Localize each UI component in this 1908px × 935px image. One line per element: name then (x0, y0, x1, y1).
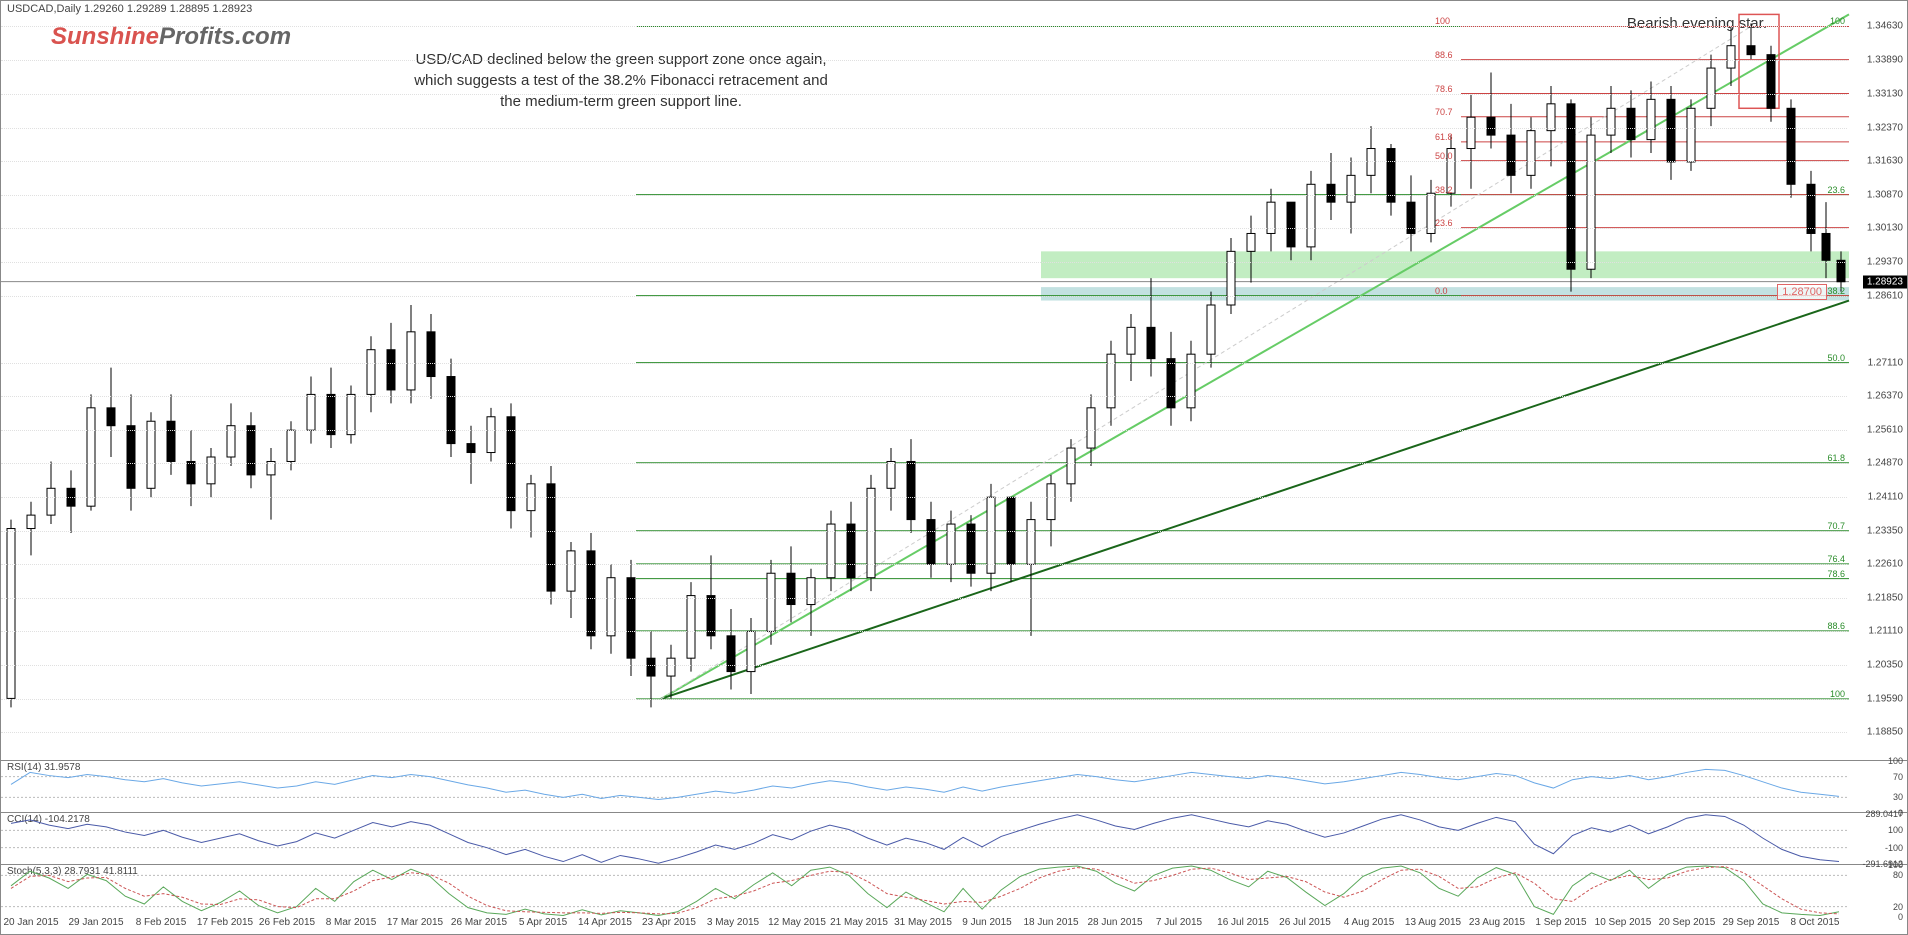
x-tick: 9 Jun 2015 (962, 917, 1012, 928)
y-tick: 1.20350 (1867, 659, 1903, 670)
fib-red-label: 78.6 (1435, 84, 1453, 94)
last-price-box: 1.28923 (1863, 275, 1907, 288)
x-tick: 14 Apr 2015 (578, 917, 632, 928)
cci-panel[interactable]: CCI(14) -104.2178 -291.6912-100100289.04… (1, 813, 1907, 865)
y-tick: 1.24110 (1868, 491, 1903, 502)
x-tick: 21 May 2015 (830, 917, 888, 928)
y-tick: 1.29370 (1867, 256, 1903, 267)
fib-red-label: 70.7 (1435, 107, 1453, 117)
x-tick: 20 Sep 2015 (1659, 917, 1716, 928)
fib-red-label: 88.6 (1435, 50, 1453, 60)
indicator-scale-label: 80 (1893, 870, 1903, 880)
rsi-panel[interactable]: RSI(14) 31.9578 03070100 (1, 761, 1907, 813)
x-tick: 7 Jul 2015 (1156, 917, 1202, 928)
fib-green-label: 78.6 (1827, 569, 1845, 579)
x-tick: 31 May 2015 (894, 917, 952, 928)
y-tick: 1.18850 (1867, 726, 1903, 737)
chart-root: USDCAD,Daily 1.29260 1.29289 1.28895 1.2… (0, 0, 1908, 935)
x-tick: 17 Mar 2015 (387, 917, 443, 928)
fib-green-label: 61.8 (1827, 453, 1845, 463)
x-tick: 8 Mar 2015 (326, 917, 377, 928)
fib-red-label: 61.8 (1435, 132, 1453, 142)
x-tick: 12 May 2015 (768, 917, 826, 928)
cci-svg (1, 813, 1908, 865)
x-tick: 28 Jun 2015 (1087, 917, 1142, 928)
x-tick: 13 Aug 2015 (1405, 917, 1461, 928)
fib-green-label: 100 (1830, 689, 1845, 699)
y-tick: 1.28610 (1867, 290, 1903, 301)
y-tick: 1.27110 (1868, 357, 1903, 368)
indicator-scale-label: -100 (1885, 843, 1903, 853)
y-tick: 1.30870 (1867, 189, 1903, 200)
x-tick: 23 Apr 2015 (642, 917, 696, 928)
fib-green-label: 88.6 (1827, 621, 1845, 631)
indicator-scale-label: 289.0417 (1865, 809, 1903, 819)
x-tick: 18 Jun 2015 (1023, 917, 1078, 928)
x-tick: 4 Aug 2015 (1344, 917, 1395, 928)
y-tick: 1.32370 (1867, 122, 1903, 133)
stoch-panel[interactable]: Stoch(5,3,3) 28.7931 41.8111 02080100 (1, 865, 1907, 917)
x-tick: 8 Feb 2015 (136, 917, 187, 928)
indicator-scale-label: 100 (1888, 860, 1903, 870)
fib-green-label: 38.2 (1827, 286, 1845, 296)
indicator-scale-label: 30 (1893, 792, 1903, 802)
fib-green-label: 70.7 (1827, 521, 1845, 531)
price-panel[interactable]: USDCAD,Daily 1.29260 1.29289 1.28895 1.2… (1, 1, 1907, 761)
y-tick: 1.23350 (1867, 525, 1903, 536)
y-tick: 1.21850 (1867, 592, 1903, 603)
x-tick: 29 Sep 2015 (1723, 917, 1780, 928)
stoch-svg (1, 865, 1908, 917)
indicator-scale-label: 100 (1888, 825, 1903, 835)
y-tick: 1.24870 (1867, 457, 1903, 468)
y-tick: 1.34630 (1867, 21, 1903, 32)
y-tick: 1.25610 (1867, 424, 1903, 435)
x-tick: 20 Jan 2015 (3, 917, 58, 928)
indicator-scale-label: 20 (1893, 902, 1903, 912)
fib-green-label: 23.6 (1827, 185, 1845, 195)
fib-red-label: 100 (1435, 16, 1450, 26)
fib-green-label: 100 (1830, 16, 1845, 26)
indicator-scale-label: 70 (1893, 772, 1903, 782)
x-axis: 20 Jan 2015 29 Jan 2015 8 Feb 2015 17 Feb 2… (1, 917, 1907, 935)
rsi-svg (1, 761, 1908, 813)
y-tick: 1.21110 (1868, 625, 1903, 636)
price-svg (1, 1, 1908, 761)
x-tick: 8 Oct 2015 (1791, 917, 1840, 928)
y-tick: 1.26370 (1867, 390, 1903, 401)
x-tick: 26 Mar 2015 (451, 917, 507, 928)
fib-red-label: 38.2 (1435, 185, 1453, 195)
price-target-box: 1.28700 (1777, 284, 1827, 300)
x-tick: 3 May 2015 (707, 917, 759, 928)
x-tick: 26 Feb 2015 (259, 917, 315, 928)
x-tick: 1 Sep 2015 (1535, 917, 1586, 928)
y-tick: 1.30130 (1867, 222, 1903, 233)
y-tick: 1.31630 (1867, 155, 1903, 166)
x-tick: 23 Aug 2015 (1469, 917, 1525, 928)
x-tick: 16 Jul 2015 (1217, 917, 1269, 928)
fib-red-label: 0.0 (1435, 286, 1448, 296)
indicator-scale-label: 100 (1888, 756, 1903, 766)
y-tick: 1.19590 (1867, 693, 1903, 704)
y-tick: 1.33890 (1867, 54, 1903, 65)
fib-green-label: 76.4 (1827, 554, 1845, 564)
y-tick: 1.33130 (1867, 88, 1903, 99)
x-tick: 26 Jul 2015 (1279, 917, 1331, 928)
x-tick: 10 Sep 2015 (1595, 917, 1652, 928)
x-tick: 5 Apr 2015 (519, 917, 567, 928)
x-tick: 17 Feb 2015 (197, 917, 253, 928)
y-tick: 1.22610 (1867, 558, 1903, 569)
fib-red-label: 50.0 (1435, 151, 1453, 161)
x-tick: 29 Jan 2015 (68, 917, 123, 928)
fib-green-label: 50.0 (1827, 353, 1845, 363)
fib-red-label: 23.6 (1435, 218, 1453, 228)
